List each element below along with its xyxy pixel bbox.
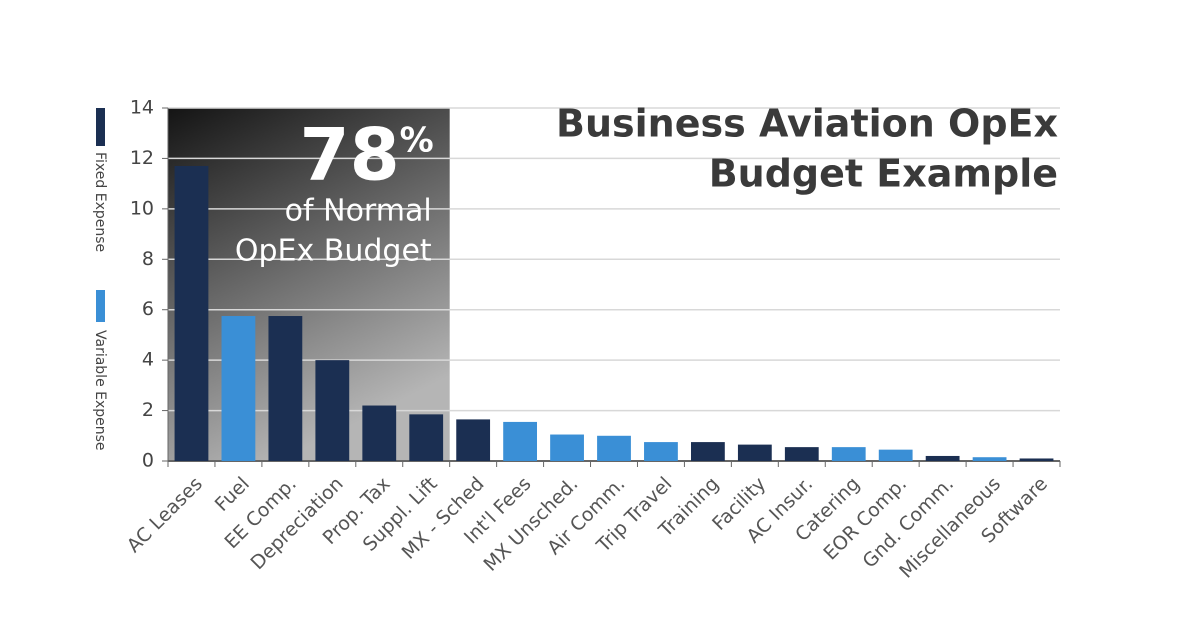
y-tick-label: 4 (142, 349, 154, 371)
bar (315, 360, 350, 461)
bar (221, 316, 256, 461)
x-tick-label: AC Leases (123, 473, 207, 557)
bar (268, 316, 303, 461)
bar (550, 434, 584, 461)
legend-swatch (96, 290, 105, 322)
bar (972, 457, 1007, 461)
bar (644, 442, 678, 461)
y-tick-label: 2 (142, 399, 154, 421)
bar (456, 419, 491, 461)
bar (878, 449, 913, 461)
bar (597, 435, 631, 461)
bar (409, 414, 444, 461)
highlight-text: of Normal (285, 194, 432, 229)
legend-label: Variable Expense (92, 330, 108, 451)
y-tick-label: 10 (130, 197, 154, 219)
bar (925, 455, 960, 461)
y-tick-label: 0 (142, 450, 154, 472)
chart-title: Budget Example (709, 152, 1058, 196)
bar (1019, 458, 1054, 461)
chart-title: Business Aviation OpEx (556, 102, 1058, 146)
bar (362, 405, 397, 461)
y-tick-label: 14 (130, 97, 154, 119)
bar (784, 447, 819, 461)
bar (690, 442, 725, 461)
y-tick-label: 8 (142, 248, 154, 270)
highlight-panel (168, 108, 450, 461)
highlight-text: OpEx Budget (235, 234, 432, 269)
legend-label: Fixed Expense (92, 152, 108, 252)
bar (737, 444, 772, 461)
highlight-value: 78 (299, 113, 399, 197)
legend-swatch (96, 108, 105, 146)
bar (174, 165, 209, 461)
y-tick-label: 6 (142, 298, 154, 320)
highlight-unit: % (400, 121, 434, 161)
bar (831, 447, 866, 461)
bar (503, 421, 538, 461)
y-tick-label: 12 (130, 147, 154, 169)
